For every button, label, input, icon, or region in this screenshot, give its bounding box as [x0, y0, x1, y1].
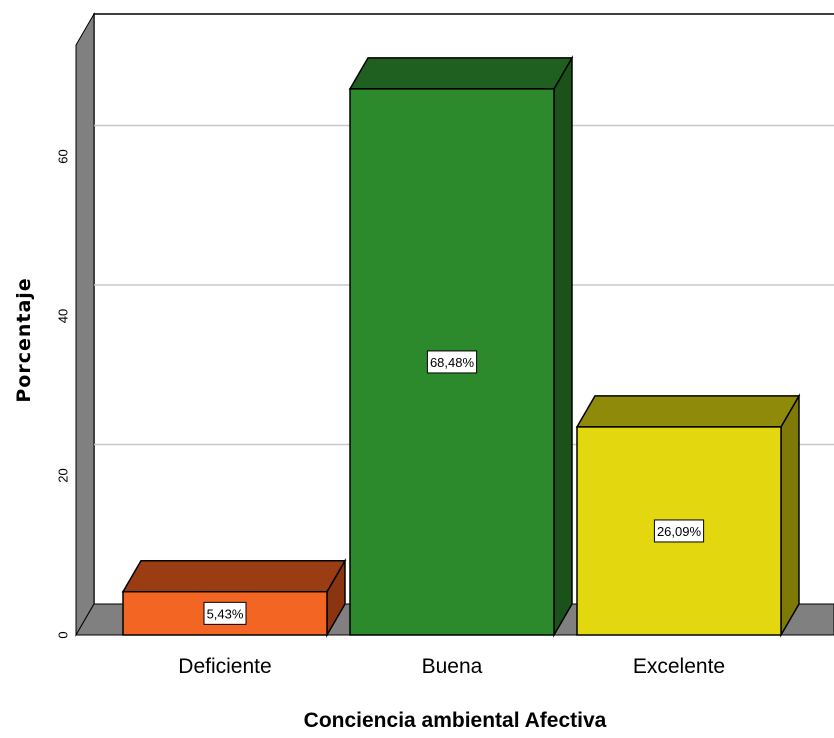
left-wall [75, 12, 95, 637]
bar-deficiente: 5,43% [121, 557, 347, 638]
x-tick-label: Deficiente [178, 655, 271, 678]
y-tick-label: 0 [55, 631, 70, 638]
bar-top [121, 559, 347, 593]
y-tick-label: 20 [55, 468, 70, 482]
bar-side [780, 393, 800, 638]
bar-side [553, 55, 573, 638]
data-label-box [653, 519, 705, 543]
x-axis-categories: Deficiente Buena Excelente [178, 655, 725, 678]
bar-buena: 68,48% [348, 55, 574, 638]
data-label: 5,43% [207, 606, 244, 621]
y-tick-label: 60 [55, 149, 70, 163]
data-label-box [203, 601, 247, 625]
x-axis-title: Conciencia ambiental Afectiva [304, 709, 607, 732]
x-tick-label: Excelente [633, 655, 725, 678]
bars: 5,43% 68,48% 26,09% [121, 55, 801, 638]
y-axis-ticks: 0 20 40 60 [55, 149, 70, 638]
y-tick-label: 40 [55, 309, 70, 323]
bar-top [348, 57, 574, 90]
x-tick-label: Buena [422, 655, 483, 678]
data-label-box [426, 350, 478, 374]
bar-top [575, 395, 801, 428]
data-label: 26,09% [657, 524, 702, 539]
y-axis-title: Porcentaje [13, 277, 35, 402]
bar-excelente: 26,09% [575, 393, 801, 638]
data-label: 68,48% [430, 355, 475, 370]
